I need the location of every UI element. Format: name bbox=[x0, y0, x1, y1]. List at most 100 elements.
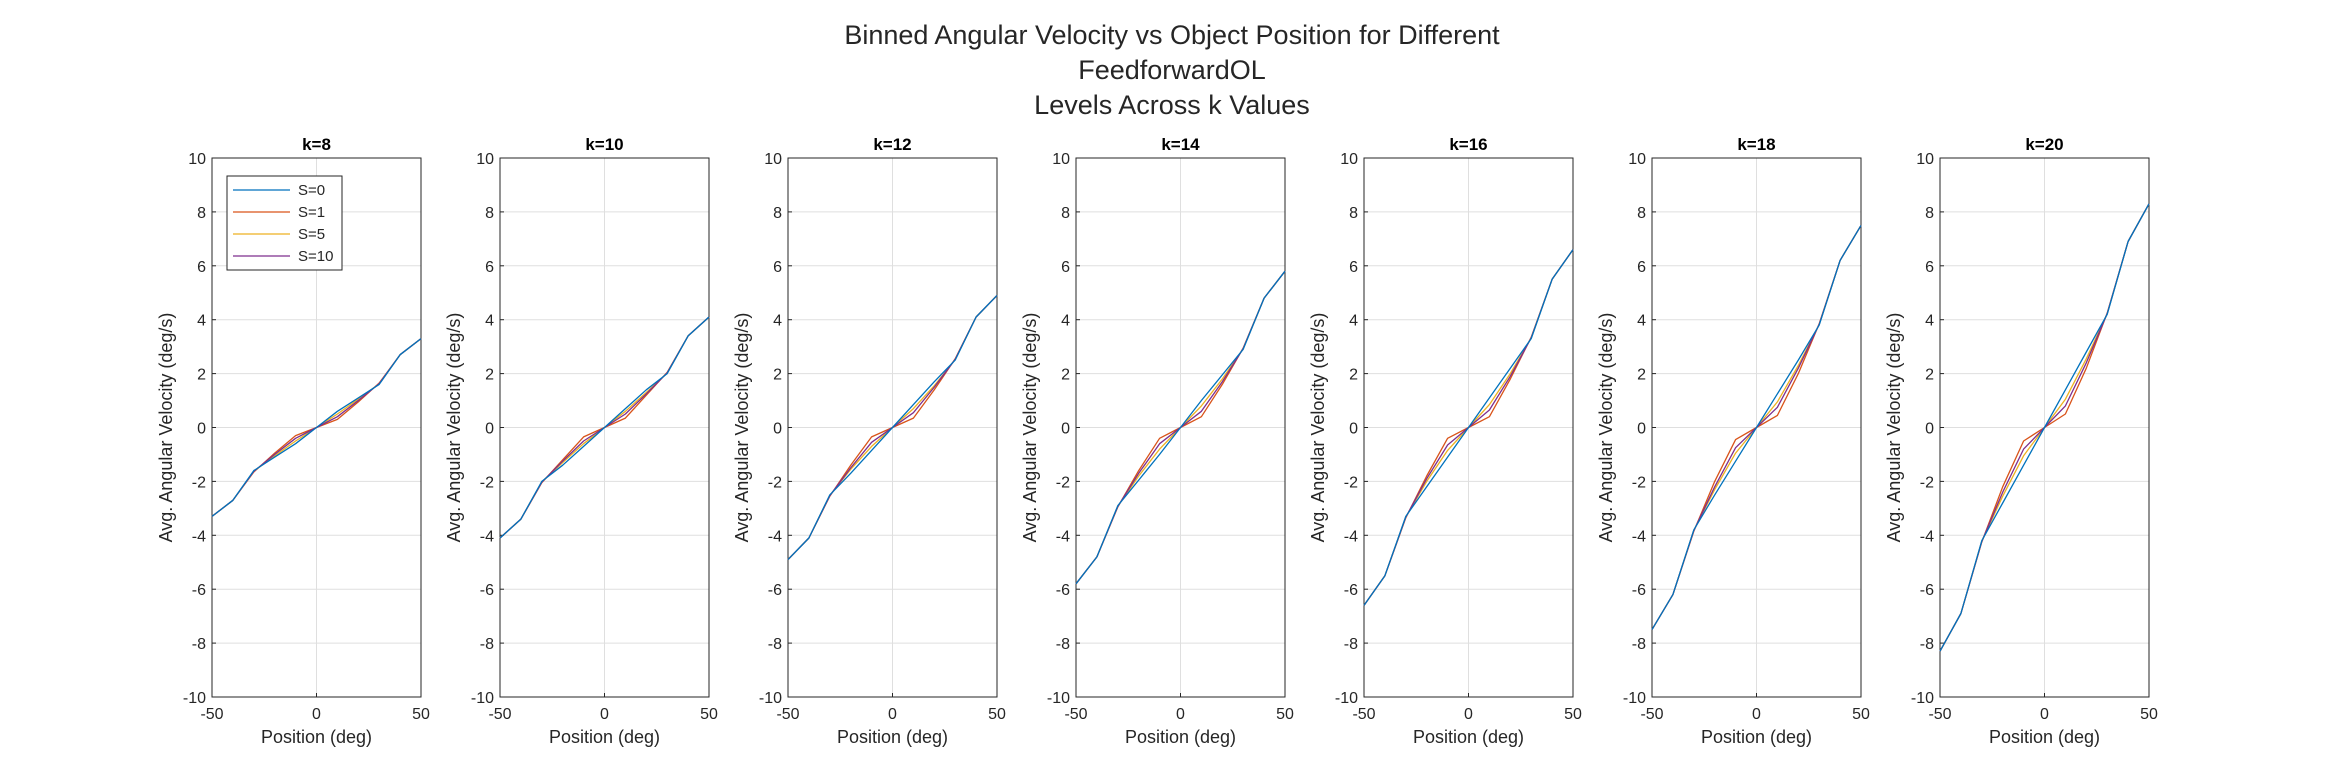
y-tick-label: 10 bbox=[1052, 151, 1070, 168]
x-tick-label: -50 bbox=[200, 706, 223, 723]
y-tick-label: 6 bbox=[1349, 259, 1358, 276]
y-tick-label: -8 bbox=[1344, 636, 1358, 653]
y-tick-label: -10 bbox=[183, 690, 206, 707]
series-line-S-0 bbox=[1363, 249, 1574, 606]
y-axis-label: Avg. Angular Velocity (deg/s) bbox=[1308, 313, 1328, 543]
series-line-S-0 bbox=[211, 338, 422, 517]
y-axis-label: Avg. Angular Velocity (deg/s) bbox=[732, 313, 752, 543]
y-tick-label: 0 bbox=[197, 421, 206, 438]
x-axis-label: Position (deg) bbox=[1413, 727, 1524, 747]
x-tick-label: -50 bbox=[1064, 706, 1087, 723]
y-tick-label: 4 bbox=[1349, 313, 1358, 330]
y-tick-label: 0 bbox=[773, 421, 782, 438]
x-tick-label: 0 bbox=[1176, 706, 1185, 723]
y-tick-label: -8 bbox=[192, 636, 206, 653]
y-tick-label: -8 bbox=[768, 636, 782, 653]
y-tick-label: 8 bbox=[197, 205, 206, 222]
y-tick-label: 2 bbox=[1637, 367, 1646, 384]
figure-title-line-1: Binned Angular Velocity vs Object Positi… bbox=[844, 20, 1500, 50]
y-tick-label: -6 bbox=[192, 582, 206, 599]
y-tick-label: 2 bbox=[1925, 367, 1934, 384]
y-tick-label: -4 bbox=[1632, 528, 1646, 545]
legend-entry: S=1 bbox=[298, 204, 325, 221]
y-tick-label: 6 bbox=[1637, 259, 1646, 276]
subplot-2: -10 -8 -6 -4 -2 0 2 4 6 8 10 -50 0 50 k=10 Position (de… bbox=[444, 135, 718, 747]
series-line-S-0 bbox=[1075, 270, 1286, 585]
subplot-4: -10 -8 -6 -4 -2 0 2 4 6 8 10 -50 0 50 k=14 Position (de… bbox=[1020, 135, 1294, 747]
y-tick-label: 8 bbox=[1061, 205, 1070, 222]
y-tick-label: 10 bbox=[1628, 151, 1646, 168]
x-tick-label: 0 bbox=[1752, 706, 1761, 723]
subplot-6: -10 -8 -6 -4 -2 0 2 4 6 8 10 -50 0 50 k=18 Position (de… bbox=[1596, 135, 1870, 747]
y-tick-label: 4 bbox=[1925, 313, 1934, 330]
x-axis-label: Position (deg) bbox=[1701, 727, 1812, 747]
y-tick-label: 10 bbox=[188, 151, 206, 168]
y-axis-label: Avg. Angular Velocity (deg/s) bbox=[156, 313, 176, 543]
y-tick-label: -6 bbox=[480, 582, 494, 599]
series-line-S-0 bbox=[499, 316, 710, 539]
y-tick-label: 8 bbox=[1349, 205, 1358, 222]
y-axis-label: Avg. Angular Velocity (deg/s) bbox=[1884, 313, 1904, 543]
y-tick-label: 4 bbox=[1637, 313, 1646, 330]
x-axis-label: Position (deg) bbox=[837, 727, 948, 747]
y-tick-label: -6 bbox=[1920, 582, 1934, 599]
figure-title-line-3: Levels Across k Values bbox=[1034, 90, 1310, 120]
x-tick-label: -50 bbox=[1352, 706, 1375, 723]
y-tick-label: -10 bbox=[1911, 690, 1934, 707]
y-tick-label: -10 bbox=[1623, 690, 1646, 707]
x-axis-label: Position (deg) bbox=[261, 727, 372, 747]
y-tick-label: 2 bbox=[1349, 367, 1358, 384]
series-line-S-0 bbox=[787, 294, 998, 561]
y-tick-label: -2 bbox=[1056, 474, 1070, 491]
x-axis-label: Position (deg) bbox=[1125, 727, 1236, 747]
y-tick-label: 6 bbox=[197, 259, 206, 276]
y-tick-label: 0 bbox=[485, 421, 494, 438]
y-tick-label: 10 bbox=[1340, 151, 1358, 168]
x-tick-label: -50 bbox=[1640, 706, 1663, 723]
subplot-7: -10 -8 -6 -4 -2 0 2 4 6 8 10 -50 0 50 k=20 Position (de… bbox=[1884, 135, 2158, 747]
x-tick-label: -50 bbox=[1928, 706, 1951, 723]
y-tick-label: 6 bbox=[1925, 259, 1934, 276]
x-tick-label: 50 bbox=[1276, 706, 1294, 723]
y-tick-label: 6 bbox=[485, 259, 494, 276]
x-tick-label: 0 bbox=[2040, 706, 2049, 723]
legend-entry: S=10 bbox=[298, 248, 333, 265]
y-tick-label: 4 bbox=[773, 313, 782, 330]
x-tick-label: 0 bbox=[312, 706, 321, 723]
series-line-S-0 bbox=[1939, 203, 2150, 652]
y-tick-label: 2 bbox=[773, 367, 782, 384]
subplot-title: k=10 bbox=[585, 135, 623, 154]
y-tick-label: -8 bbox=[1056, 636, 1070, 653]
y-axis-label: Avg. Angular Velocity (deg/s) bbox=[1596, 313, 1616, 543]
y-tick-label: -10 bbox=[471, 690, 494, 707]
x-axis-label: Position (deg) bbox=[1989, 727, 2100, 747]
legend-entry: S=0 bbox=[298, 182, 325, 199]
x-tick-label: 50 bbox=[412, 706, 430, 723]
y-tick-label: -2 bbox=[768, 474, 782, 491]
y-tick-label: 4 bbox=[1061, 313, 1070, 330]
subplot-title: k=16 bbox=[1449, 135, 1487, 154]
x-tick-label: 0 bbox=[888, 706, 897, 723]
subplot-title: k=12 bbox=[873, 135, 911, 154]
y-tick-label: 10 bbox=[764, 151, 782, 168]
subplot-5: -10 -8 -6 -4 -2 0 2 4 6 8 10 -50 0 50 k=16 Position (de… bbox=[1308, 135, 1582, 747]
y-axis-label: Avg. Angular Velocity (deg/s) bbox=[1020, 313, 1040, 543]
x-tick-label: 50 bbox=[988, 706, 1006, 723]
y-tick-label: -10 bbox=[759, 690, 782, 707]
subplot-title: k=20 bbox=[2025, 135, 2063, 154]
x-tick-label: 50 bbox=[700, 706, 718, 723]
subplot-panels: -10 -8 -6 -4 -2 0 2 4 6 8 10 -50 0 50 k=8 Position (deg… bbox=[156, 135, 2158, 747]
y-tick-label: 8 bbox=[1925, 205, 1934, 222]
subplot-3: -10 -8 -6 -4 -2 0 2 4 6 8 10 -50 0 50 k=12 Position (de… bbox=[732, 135, 1006, 747]
series-line-S-0 bbox=[1651, 225, 1862, 630]
figure-title-line-2: FeedforwardOL bbox=[1078, 55, 1266, 85]
y-tick-label: -2 bbox=[1344, 474, 1358, 491]
y-tick-label: -2 bbox=[192, 474, 206, 491]
legend-box bbox=[226, 175, 343, 271]
y-tick-label: 6 bbox=[1061, 259, 1070, 276]
y-tick-label: 0 bbox=[1925, 421, 1934, 438]
y-tick-label: 0 bbox=[1061, 421, 1070, 438]
y-tick-label: -2 bbox=[1632, 474, 1646, 491]
legend: S=0 S=1 S=5 S=10 bbox=[226, 175, 343, 271]
y-tick-label: -2 bbox=[1920, 474, 1934, 491]
